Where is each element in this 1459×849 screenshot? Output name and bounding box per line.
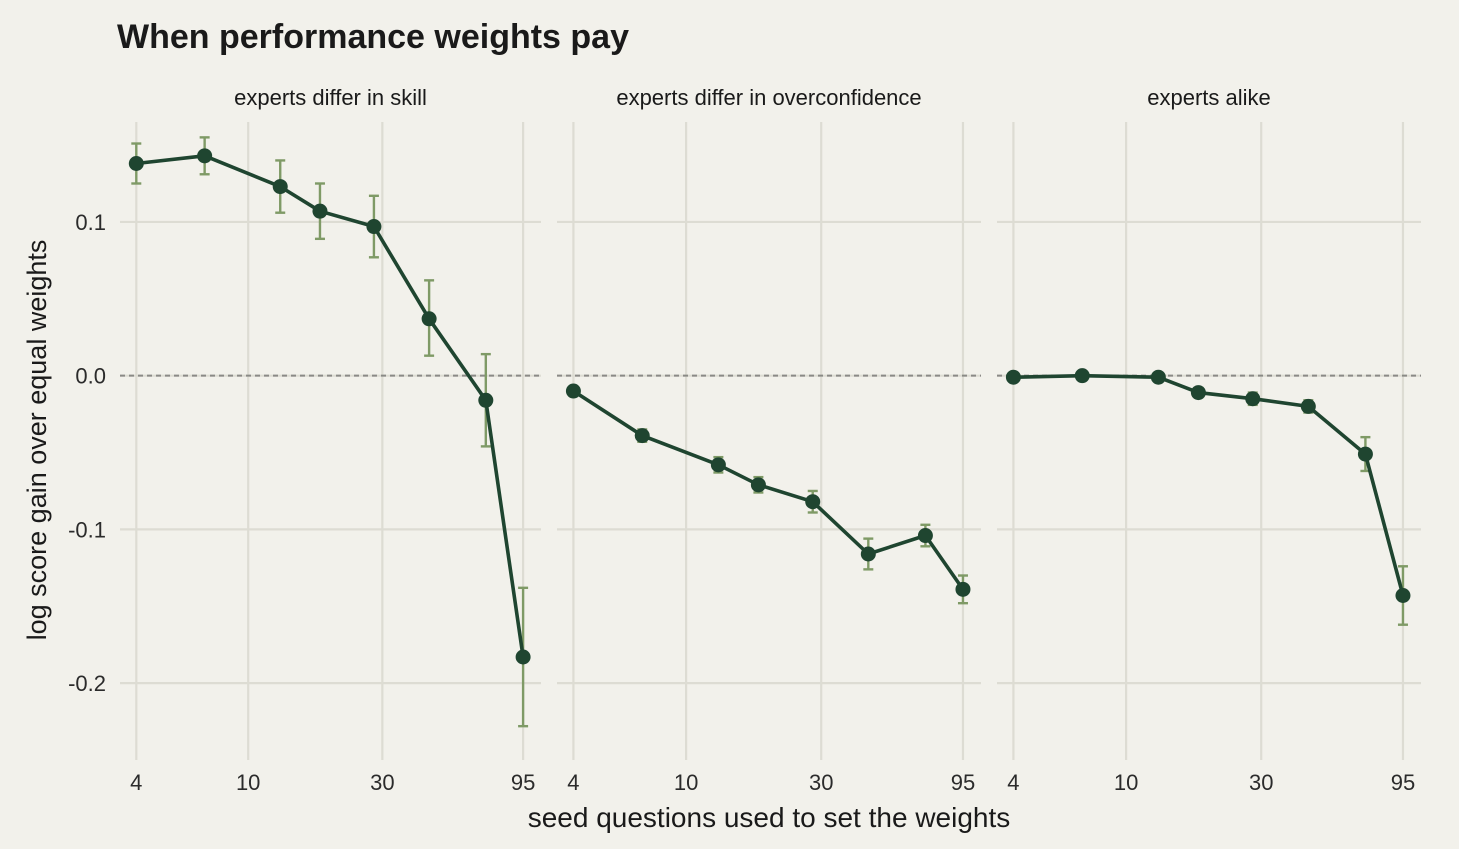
data-point <box>421 311 437 327</box>
data-point <box>805 494 821 510</box>
series-line <box>571 389 965 592</box>
data-point <box>917 528 933 544</box>
data-point <box>1190 385 1206 401</box>
y-tick-label: 0.0 <box>75 364 106 389</box>
data-point <box>1357 446 1373 462</box>
x-tick-label: 95 <box>511 770 535 795</box>
data-point <box>1395 588 1411 604</box>
series-line <box>1011 373 1405 598</box>
data-point <box>710 457 726 473</box>
data-point <box>1005 369 1021 385</box>
x-axis-title: seed questions used to set the weights <box>528 802 1011 833</box>
y-tick-label: -0.2 <box>68 671 106 696</box>
data-point <box>750 477 766 493</box>
data-point <box>1245 391 1261 407</box>
x-tick-label: 10 <box>236 770 260 795</box>
panel-3: experts alike 4 10 30 95 <box>997 85 1421 795</box>
data-point <box>955 581 971 597</box>
data-point <box>860 546 876 562</box>
panel-2: experts differ in overconfidence 4 10 30 95 <box>557 85 981 795</box>
data-point <box>1074 368 1090 384</box>
panel-title: experts differ in skill <box>234 85 427 110</box>
data-point <box>515 649 531 665</box>
data-point <box>272 179 288 195</box>
y-axis-title: log score gain over equal weights <box>22 240 52 641</box>
x-tick-label: 95 <box>951 770 975 795</box>
x-tick-label: 4 <box>130 770 142 795</box>
x-tick-label: 4 <box>1007 770 1019 795</box>
x-tick-label: 10 <box>1114 770 1138 795</box>
x-tick-label: 95 <box>1391 770 1415 795</box>
panel-title: experts alike <box>1147 85 1271 110</box>
x-tick-label: 30 <box>370 770 394 795</box>
data-point <box>634 428 650 444</box>
data-point <box>1300 398 1316 414</box>
panel-1: experts differ in skill 4 10 30 95 <box>120 85 541 795</box>
data-point <box>197 148 213 164</box>
x-tick-label: 30 <box>809 770 833 795</box>
x-tick-label: 4 <box>567 770 579 795</box>
panel-title: experts differ in overconfidence <box>616 85 921 110</box>
y-tick-label: -0.1 <box>68 517 106 542</box>
series-line <box>134 154 525 659</box>
data-point <box>128 156 144 172</box>
data-point <box>1150 369 1166 385</box>
x-tick-label: 10 <box>674 770 698 795</box>
data-point <box>312 203 328 219</box>
plot-layer: 0.1 0.0 -0.1 -0.2 experts differ in skill 4 10… <box>68 85 1421 795</box>
data-point <box>478 392 494 408</box>
y-tick-label: 0.1 <box>75 210 106 235</box>
data-point <box>565 383 581 399</box>
chart-title: When performance weights pay <box>117 18 629 56</box>
data-point <box>366 219 382 235</box>
x-tick-label: 30 <box>1249 770 1273 795</box>
